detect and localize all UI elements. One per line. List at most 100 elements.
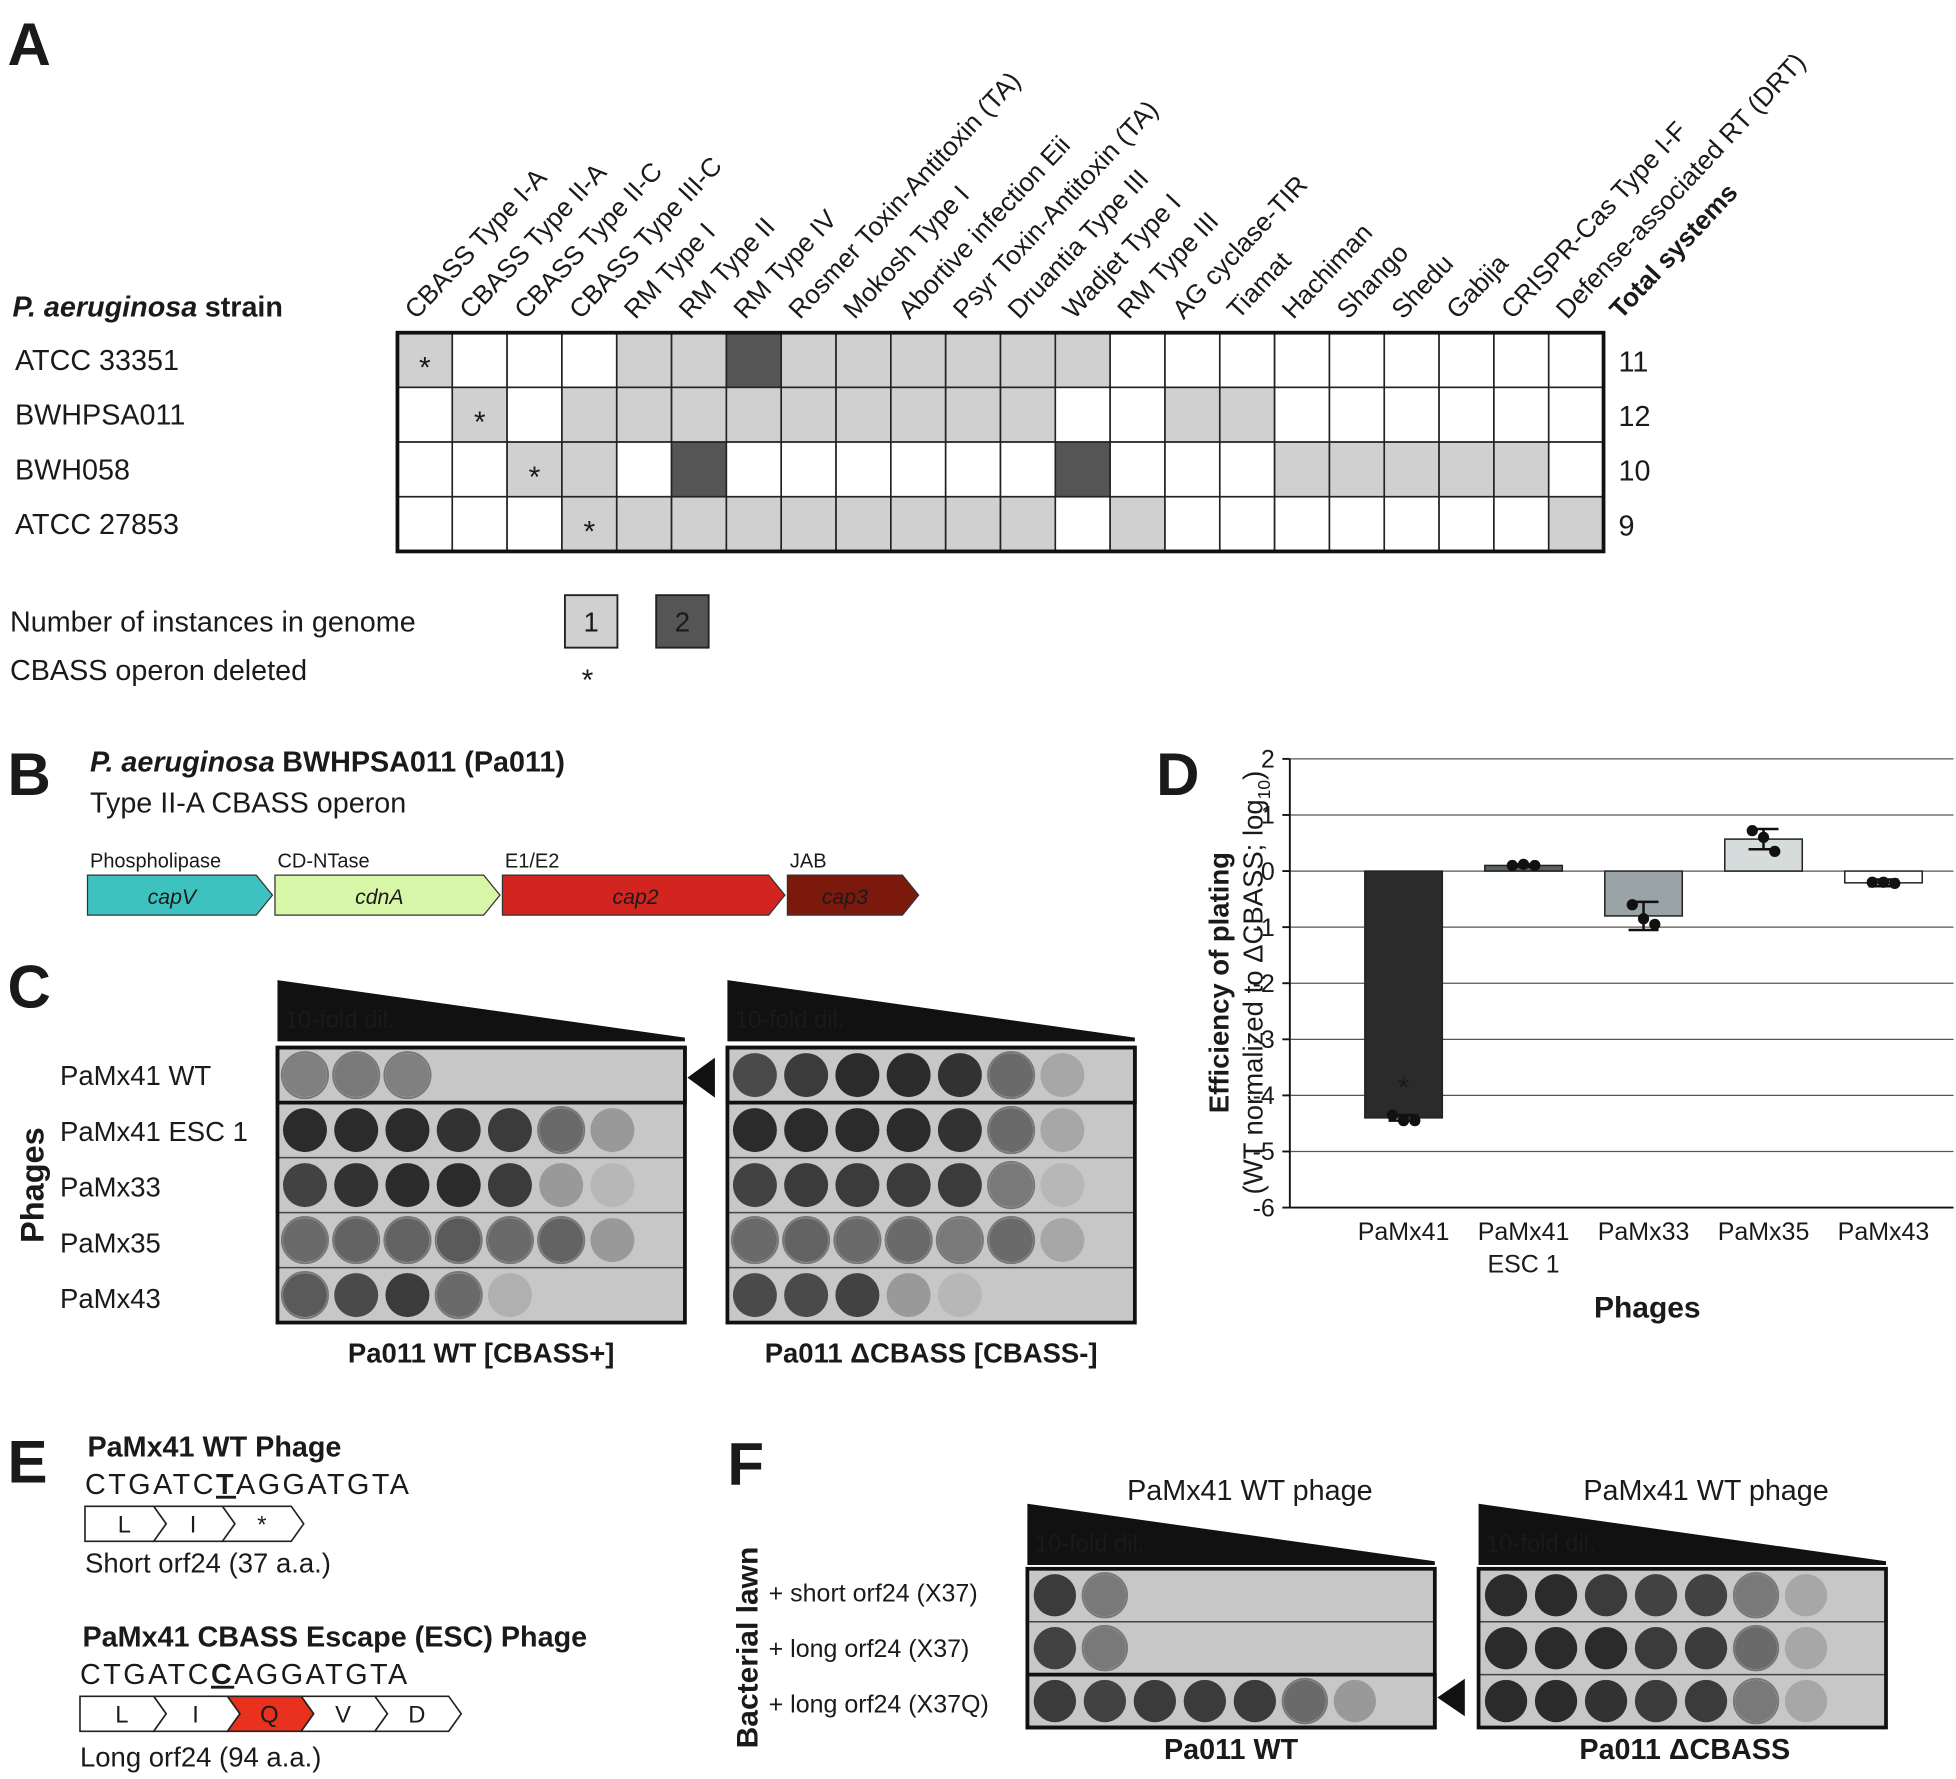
plaque-spot [732,1108,777,1153]
presence-cell [1218,386,1276,443]
replicate-point [1386,1109,1398,1121]
presence-cell [944,495,1002,553]
plaque-spot [1534,1679,1578,1723]
presence-cell [396,386,454,443]
lawn-label: Pa011 WT [1164,1734,1299,1766]
presence-cell [1328,386,1386,443]
presence-cell [1547,495,1605,553]
plaque-spot [1684,1679,1728,1723]
plaque-spot [590,1108,635,1153]
gene-name: capV [148,885,198,909]
residue: V [335,1703,351,1729]
gene-arrow [86,874,274,916]
presence-cell [725,441,783,498]
plaque-spot [590,1163,635,1208]
plate-border [1025,1566,1437,1730]
gene-function: CD-NTase [277,851,369,873]
plaque-halo [280,1216,329,1265]
presence-cell [1054,495,1111,553]
plaque-spot [835,1218,880,1263]
plaque-spot [282,1108,327,1153]
presence-cell [1547,441,1605,498]
phage-name: PaMx41 ESC 1 [60,1116,248,1147]
presence-cell [1493,441,1550,498]
plaque-spot [436,1163,481,1208]
plaque-halo [987,1051,1036,1100]
plaque-spot [784,1218,829,1263]
legend-instances-label: Number of instances in genome [10,606,416,638]
plaque-spot [732,1218,777,1263]
residue: I [190,1513,197,1539]
operon-title-part: BWHPSA011 (Pa011) [282,746,565,778]
presence-cell [1438,386,1495,443]
presence-cell [451,331,508,389]
legend-box [655,594,710,649]
presence-cell [615,331,673,389]
plaque-spot [1283,1679,1326,1723]
plaque-spot [334,1273,379,1318]
legend-box [563,594,619,649]
plaque-spot [989,1163,1034,1208]
plaque-spot [1333,1679,1376,1723]
plaque-spot [989,1218,1034,1263]
presence-cell [890,495,947,553]
strain-header-part: strain [205,291,283,323]
phage-name: PaMx33 [60,1172,161,1203]
axis-label: Bacterial lawn [731,1547,764,1749]
presence-cell [1054,441,1111,498]
replicate-point [1637,913,1650,925]
plaque-halo [280,1051,329,1100]
plaque-spot [732,1053,777,1098]
y-tick-label: -1 [1253,914,1275,942]
plaque-spot [1083,1574,1127,1617]
plaque-spot [1033,1574,1077,1617]
presence-cell [1383,495,1440,553]
panel-label: C [7,954,50,1021]
plaque-spot [436,1273,481,1318]
plaque-spot [886,1108,931,1153]
plaque-spot [1484,1679,1528,1723]
presence-cell [561,441,618,498]
dna-sequence: CTGATCTAGGATGTA [85,1469,411,1501]
plaque-spot [334,1218,379,1263]
plaque-halo [987,1106,1036,1155]
presence-cell [506,441,563,498]
lawn-label: Pa011 ΔCBASS [1579,1734,1790,1766]
presence-cell [1054,386,1111,443]
presence-cell [835,386,892,443]
plaque-spot [385,1163,430,1208]
lawn-label: Pa011 WT [CBASS+] [348,1338,615,1369]
plaque-spot [1534,1574,1578,1617]
residue: * [257,1513,266,1539]
residue: D [408,1703,425,1729]
plaque-spot [886,1273,931,1318]
y-axis-label: Efficiency of plating [1204,852,1235,1113]
presence-cell [890,441,947,498]
lawn-row-label: + long orf24 (X37) [769,1635,970,1663]
orf-label: Long orf24 (94 a.a.) [80,1741,321,1772]
plaque-halo [383,1051,432,1100]
plaque-halo [1081,1624,1129,1672]
x-tick-label: ESC 1 [1487,1251,1559,1279]
grid-border [395,330,1606,554]
plaque-spot [385,1273,430,1318]
plaque-spot [334,1053,379,1098]
plaque-halo [935,1216,984,1265]
presence-cell [615,441,673,498]
gene-name: cap3 [822,885,868,909]
dilution-label: 10-fold dil. [1035,1531,1145,1557]
deleted-marker: * [529,461,541,494]
presence-cell [670,386,728,443]
deleted-marker: * [474,406,486,439]
plate-border [1476,1566,1888,1730]
residue: L [118,1513,131,1539]
lawn-label: Pa011 ΔCBASS [CBASS-] [765,1338,1098,1369]
plaque-halo [987,1161,1036,1210]
presence-cell [396,495,454,553]
dna-sequence-part: T [216,1469,236,1501]
plaque-spot [1040,1108,1085,1153]
legend-level: 1 [584,606,599,637]
plaque-spot [1584,1679,1628,1723]
phage-name: PaMx41 WT [60,1060,211,1091]
panel-label: D [1156,741,1199,808]
